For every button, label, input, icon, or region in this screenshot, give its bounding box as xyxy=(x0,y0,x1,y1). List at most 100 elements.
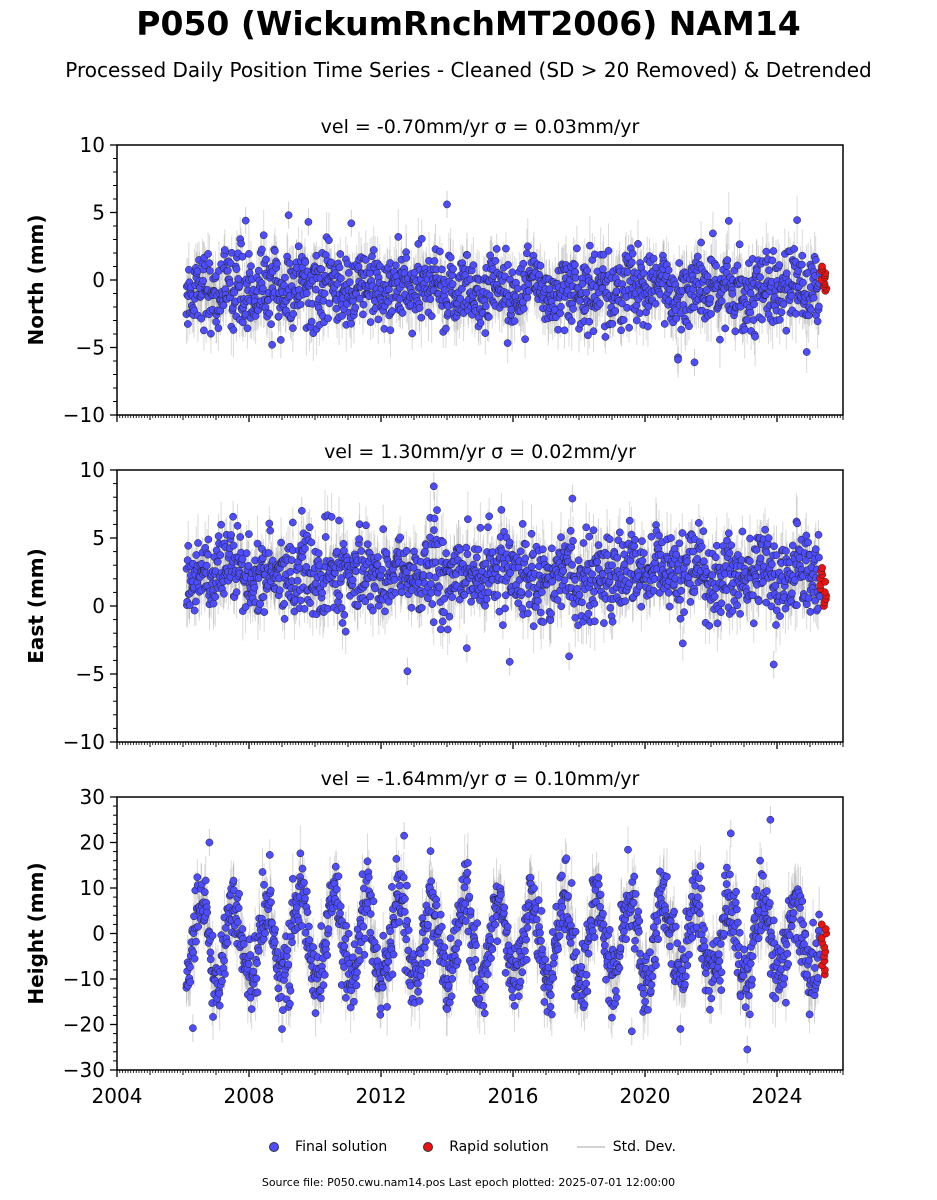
y-axis-label: North (mm) xyxy=(24,214,48,345)
final-point xyxy=(395,295,404,303)
final-point xyxy=(649,254,658,263)
final-point xyxy=(446,253,455,262)
final-point xyxy=(306,599,314,607)
final-point xyxy=(523,293,532,302)
final-point xyxy=(798,251,807,260)
final-point xyxy=(204,535,213,544)
final-point xyxy=(325,236,333,245)
final-point xyxy=(194,539,202,547)
final-point xyxy=(628,258,636,267)
final-point xyxy=(256,600,264,608)
final-point xyxy=(502,244,510,253)
final-point xyxy=(724,217,733,225)
final-point xyxy=(371,584,379,593)
final-point xyxy=(384,597,393,606)
final-point xyxy=(300,605,309,613)
final-point xyxy=(809,294,818,302)
final-point xyxy=(359,310,367,319)
final-point xyxy=(204,250,212,258)
final-solution-points xyxy=(182,482,824,676)
final-point xyxy=(746,308,755,317)
final-point xyxy=(798,260,806,269)
final-point xyxy=(354,601,362,610)
final-point xyxy=(366,592,375,601)
final-point xyxy=(513,284,522,293)
final-point xyxy=(369,246,378,254)
final-point xyxy=(347,219,356,228)
final-point xyxy=(449,265,457,273)
final-point xyxy=(199,276,207,285)
final-point xyxy=(357,547,366,555)
final-point xyxy=(775,261,784,269)
final-point xyxy=(243,324,252,333)
final-point xyxy=(336,274,345,283)
panel-north: −10 −5 0 5 10 vel = -0.70mm/yr σ = 0.03mm/yr N… xyxy=(24,116,844,427)
page-subtitle: Processed Daily Position Time Series - C… xyxy=(65,58,872,82)
final-point xyxy=(271,247,279,255)
final-point xyxy=(685,322,693,331)
final-point xyxy=(266,526,275,535)
final-point xyxy=(276,336,285,344)
final-point xyxy=(481,302,490,311)
final-point xyxy=(426,295,435,303)
final-point xyxy=(220,589,228,598)
final-point xyxy=(355,294,364,303)
final-point xyxy=(623,268,632,276)
final-point xyxy=(584,331,592,340)
final-point xyxy=(802,348,811,356)
final-point xyxy=(758,315,766,324)
final-point xyxy=(457,284,466,293)
final-point xyxy=(491,256,500,265)
final-point xyxy=(361,597,370,606)
final-point xyxy=(337,574,346,582)
final-point xyxy=(241,216,250,225)
final-point xyxy=(214,324,223,333)
final-point xyxy=(596,299,604,308)
final-point xyxy=(204,550,212,559)
final-point xyxy=(296,596,305,605)
final-point xyxy=(209,599,218,608)
final-point xyxy=(260,608,269,616)
final-point xyxy=(259,284,267,293)
final-point xyxy=(352,567,360,576)
final-point xyxy=(717,297,726,305)
rapid-solution-points xyxy=(817,262,831,295)
final-point xyxy=(740,325,749,334)
final-point xyxy=(571,273,580,282)
final-point xyxy=(311,285,320,294)
final-point xyxy=(232,265,241,273)
final-point xyxy=(585,317,594,326)
final-point xyxy=(239,318,247,327)
final-point xyxy=(556,309,565,318)
final-point xyxy=(337,604,346,612)
final-point xyxy=(762,247,771,256)
final-point xyxy=(707,310,715,318)
final-point xyxy=(229,541,238,550)
final-point xyxy=(274,312,283,321)
final-point xyxy=(227,531,236,539)
final-point xyxy=(205,259,214,268)
final-point xyxy=(639,269,648,278)
final-point xyxy=(386,326,395,335)
final-point xyxy=(206,266,214,275)
final-point xyxy=(709,229,717,238)
final-point xyxy=(625,323,633,332)
final-point xyxy=(706,294,715,303)
final-point xyxy=(777,308,786,317)
rapid-point xyxy=(818,262,826,271)
final-point xyxy=(268,340,276,349)
final-point xyxy=(340,546,348,555)
final-point xyxy=(340,611,349,619)
final-point xyxy=(335,516,343,525)
final-point xyxy=(782,326,791,335)
final-point xyxy=(259,231,268,240)
final-point xyxy=(728,290,737,298)
final-point xyxy=(229,326,238,334)
final-point xyxy=(608,319,617,328)
final-point xyxy=(469,261,478,269)
final-point xyxy=(674,355,682,364)
final-point xyxy=(723,256,732,264)
final-point xyxy=(793,216,801,224)
final-point xyxy=(363,540,372,549)
